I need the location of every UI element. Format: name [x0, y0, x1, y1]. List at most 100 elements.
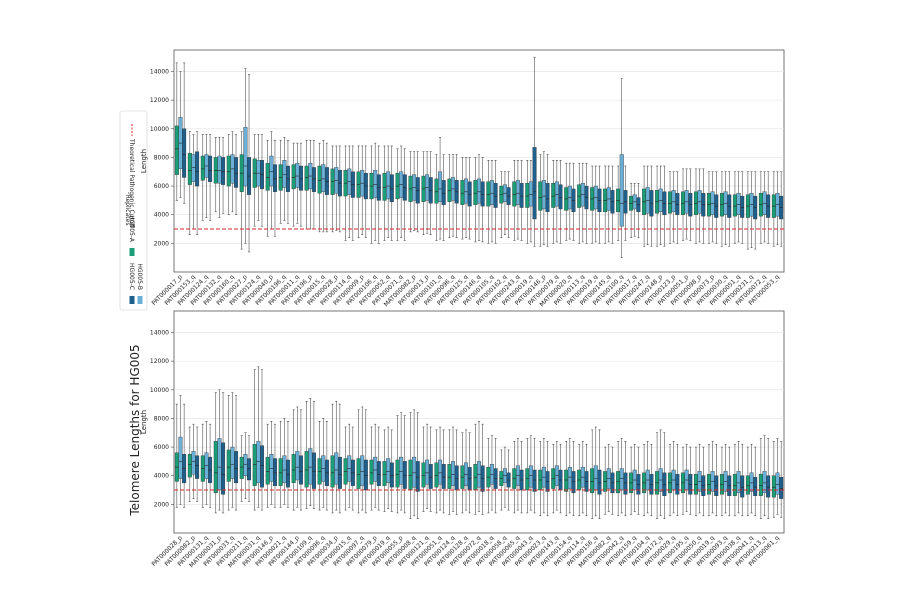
box-body: [538, 181, 543, 211]
box-body: [766, 475, 771, 498]
box-body: [234, 157, 239, 188]
box-body: [467, 181, 472, 207]
box-hg005-b: [243, 68, 248, 244]
box-body: [278, 458, 283, 486]
box-hg005-b: [269, 131, 274, 230]
box-hg005-b: [645, 441, 650, 514]
box-body: [619, 468, 624, 491]
box-body: [745, 475, 750, 495]
box-hg005-b: [671, 171, 676, 243]
box-body: [363, 459, 368, 491]
box-body: [528, 465, 533, 488]
box-body: [243, 454, 248, 476]
box-hg005-b: [684, 168, 689, 240]
box-hg005-c: [324, 421, 329, 511]
box-hg005-a: [200, 134, 205, 221]
box-hg005-c: [753, 171, 758, 250]
box-hg005-a: [447, 429, 452, 515]
y-tick-label: 14000: [150, 329, 169, 336]
box-hg005-a: [395, 415, 400, 514]
y-tick-label: 4000: [154, 212, 169, 219]
box-hg005-b: [502, 446, 507, 508]
y-tick-label: 10000: [150, 387, 169, 394]
box-hg005-b: [438, 137, 443, 240]
box-hg005-b: [178, 71, 183, 198]
box-hg005-b: [282, 137, 287, 221]
box-hg005-b: [515, 438, 520, 511]
box-body: [389, 174, 394, 202]
box-body: [551, 183, 556, 208]
box-hg005-a: [421, 151, 426, 236]
box-hg005-c: [260, 134, 264, 227]
box-hg005-b: [204, 134, 209, 218]
box-hg005-a: [719, 446, 724, 517]
box-hg005-b: [567, 162, 572, 240]
box-body: [269, 155, 274, 187]
box-hg005-b: [632, 182, 637, 237]
box-hg005-b: [256, 134, 261, 221]
box-body: [272, 164, 277, 192]
box-body: [590, 468, 595, 494]
box-body: [671, 190, 676, 213]
box-body: [311, 452, 316, 489]
legend-label: HG005-A: [128, 215, 135, 243]
box-body: [736, 471, 741, 494]
box-body: [489, 180, 494, 205]
box-body: [382, 461, 387, 486]
box-body: [182, 128, 187, 178]
box-body: [541, 180, 546, 210]
box-hg005-b: [386, 426, 391, 509]
bottom-boxplot-panel: 2000400060008000100001200014000LengthPAT…: [140, 310, 785, 569]
box-hg005-b: [451, 426, 456, 512]
box-hg005-c: [480, 423, 485, 515]
box-body: [434, 178, 439, 204]
box-hg005-b: [528, 160, 533, 243]
box-hg005-b: [645, 165, 650, 246]
box-hg005-a: [525, 160, 530, 244]
box-hg005-a: [330, 403, 335, 514]
box-body: [477, 178, 481, 204]
box-body: [239, 456, 244, 479]
box-body: [221, 157, 226, 185]
box-hg005-b: [528, 435, 533, 511]
legend-frame: [119, 110, 148, 311]
y-tick-label: 6000: [154, 444, 169, 451]
box-body: [564, 469, 569, 492]
box-body: [369, 459, 374, 485]
legend-swatch: [137, 296, 143, 304]
box-hg005-b: [399, 412, 404, 511]
box-hg005-a: [525, 438, 530, 514]
box-hg005-b: [256, 366, 261, 508]
box-body: [295, 162, 300, 188]
legend-entry-hg005-c: HG005-C: [128, 263, 135, 304]
y-tick-label: 14000: [150, 68, 169, 75]
box-hg005-c: [493, 438, 498, 514]
box-body: [623, 472, 628, 495]
box-body: [317, 165, 322, 194]
box-body: [308, 448, 313, 485]
box-hg005-b: [658, 429, 663, 517]
box-hg005-b: [282, 418, 287, 505]
legend-entry-hg005-b: HG005-B: [136, 263, 143, 304]
box-hg005-c: [376, 145, 381, 244]
box-hg005-a: [616, 441, 621, 517]
box-hg005-b: [515, 160, 520, 240]
y-tick-label: 2000: [154, 501, 169, 508]
box-hg005-b: [412, 151, 417, 231]
box-body: [386, 171, 391, 200]
box-body: [376, 461, 381, 486]
box-body: [191, 451, 196, 475]
y-tick-label: 4000: [154, 473, 169, 480]
box-hg005-b: [489, 160, 494, 243]
box-body: [779, 476, 784, 499]
box-body: [425, 459, 430, 485]
box-body: [558, 184, 563, 210]
box-body: [619, 154, 624, 227]
box-hg005-b: [775, 438, 780, 515]
box-hg005-b: [399, 145, 404, 238]
box-body: [324, 167, 329, 195]
box-body: [195, 455, 200, 479]
box-body: [282, 160, 287, 188]
y-tick-label: 12000: [150, 358, 169, 365]
